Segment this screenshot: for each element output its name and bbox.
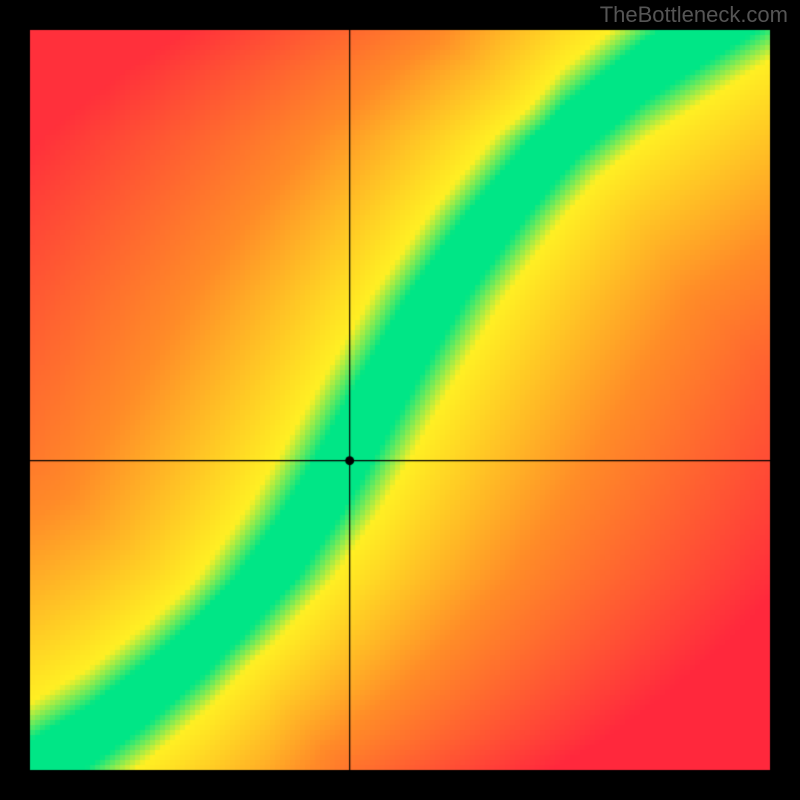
heatmap-canvas <box>0 0 800 800</box>
watermark-text: TheBottleneck.com <box>600 2 788 28</box>
chart-container: TheBottleneck.com <box>0 0 800 800</box>
